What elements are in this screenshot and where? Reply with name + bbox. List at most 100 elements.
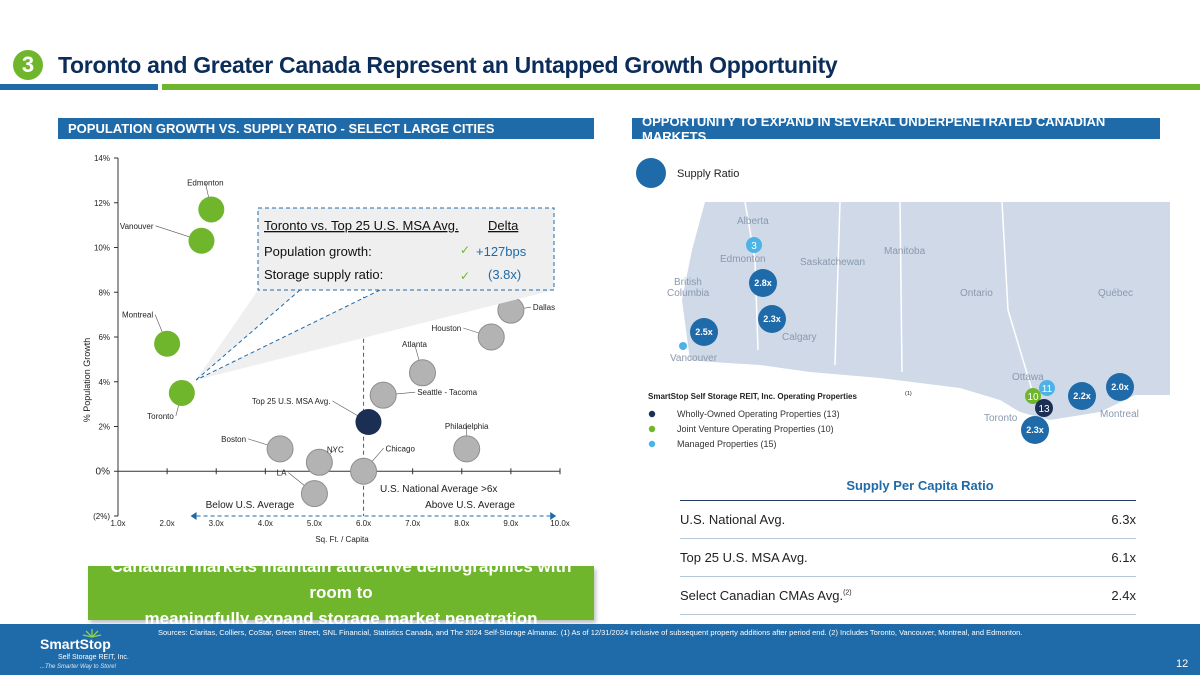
page-number: 12	[1176, 658, 1189, 670]
map-bubble-wholly-count	[1035, 399, 1053, 417]
svg-text:10: 10	[1027, 392, 1039, 403]
map-bubble-managed-count	[1039, 380, 1055, 396]
x-tick-label: 5.0x	[307, 519, 322, 528]
callout-row1-value: +127bps	[476, 244, 527, 259]
callout-header-left: Toronto vs. Top 25 U.S. MSA Avg.	[264, 218, 459, 233]
data-point	[305, 448, 333, 476]
above-average-label: Above U.S. Average	[425, 500, 515, 511]
x-axis-label: Sq. Ft. / Capita	[315, 535, 369, 544]
map-bubble-jv-count	[1025, 388, 1041, 404]
legend-managed-dot	[648, 440, 656, 448]
city-montreal: Montreal	[1100, 409, 1139, 420]
data-point-label: Seattle - Tacoma	[417, 388, 477, 397]
chart-labels: Edmonton Vanouver Montreal Toronto Dallas Hou…	[120, 178, 555, 477]
data-point	[188, 227, 215, 254]
check-icon: ✓	[460, 243, 470, 257]
data-point-label: Houston	[431, 324, 461, 333]
scatter-chart: (2%) 0% 2% 4% 6% 8% 10% 12% 14% 1.0x 2.0x 3.0x 4.0x 5…	[82, 154, 570, 544]
y-axis-label: % Population Growth	[82, 338, 92, 423]
right-section-heading: OPPORTUNITY TO EXPAND IN SEVERAL UNDERPE…	[632, 114, 1160, 144]
x-tick-label: 4.0x	[258, 519, 273, 528]
map-legend-title: SmartStop Self Storage REIT, Inc. Operat…	[648, 392, 857, 401]
data-point-label: Atlanta	[402, 340, 427, 349]
table-row: Top 25 U.S. MSA Avg. 6.1x	[680, 539, 1136, 577]
callout-row2-label: Storage supply ratio:	[264, 267, 383, 282]
data-point-label: NYC	[327, 445, 344, 454]
svg-text:2.2x: 2.2x	[1073, 391, 1091, 401]
y-tick-label: 8%	[98, 288, 110, 297]
data-point	[300, 480, 328, 508]
data-point-label: LA	[277, 469, 287, 478]
x-tick-label: 2.0x	[160, 519, 175, 528]
region-quebec: Québec	[1098, 288, 1133, 299]
legend-jv-label: Joint Venture Operating Properties (10)	[677, 424, 834, 434]
map-bubble-ottawa	[1106, 373, 1134, 401]
city-toronto: Toronto	[984, 413, 1018, 424]
map-landmass	[682, 202, 1170, 420]
y-tick-label: 10%	[94, 244, 110, 253]
logo-name: SmartStop	[40, 636, 111, 652]
svg-text:2.5x: 2.5x	[695, 327, 713, 337]
canada-map: Supply Ratio Alberta Manitoba Saskatchew…	[636, 158, 1170, 449]
row-value: 2.4x	[1111, 588, 1136, 603]
data-point	[355, 409, 382, 436]
header-bar-green	[162, 84, 1200, 90]
supply-per-capita-title: Supply Per Capita Ratio	[846, 478, 994, 493]
map-bubble-edmonton	[749, 269, 777, 297]
data-point	[266, 435, 294, 463]
row-label: U.S. National Avg.	[680, 512, 786, 527]
header-bar-blue	[0, 84, 158, 90]
city-vancouver: Vancouver	[670, 353, 718, 364]
left-section-heading: POPULATION GROWTH VS. SUPPLY RATIO - SEL…	[58, 118, 594, 139]
x-tick-label: 1.0x	[110, 519, 125, 528]
page-title: Toronto and Greater Canada Represent an …	[58, 52, 838, 78]
arrow-left-icon	[190, 512, 197, 520]
supply-ratio-legend-label: Supply Ratio	[677, 168, 739, 180]
x-tick-label: 6.0x	[356, 519, 371, 528]
map-bubble-montreal	[1068, 382, 1096, 410]
highlight-line-1: Canadian markets maintain attractive dem…	[110, 557, 572, 602]
y-tick-label: 0%	[96, 466, 111, 477]
data-point	[198, 196, 225, 223]
region-columbia: Columbia	[667, 288, 710, 299]
y-tick-label: 14%	[94, 154, 110, 163]
x-tick-label: 8.0x	[454, 519, 469, 528]
data-point-label: Edmonton	[187, 178, 223, 187]
highlight-box: Canadian markets maintain attractive dem…	[88, 557, 594, 628]
check-icon: ✓	[460, 269, 470, 283]
map-bubble-toronto	[1021, 416, 1049, 444]
logo-sub: Self Storage REIT, Inc.	[58, 654, 129, 661]
map-bubble-calgary	[758, 305, 786, 333]
callout-pointer: Toronto vs. Top 25 U.S. MSA Avg. Delta P…	[195, 207, 555, 381]
table-row: U.S. National Avg. 6.3x	[680, 501, 1136, 539]
map-bubble-vancouver	[690, 318, 718, 346]
table-top-rule	[680, 500, 1136, 501]
legend-wholly-label: Wholly-Owned Operating Properties (13)	[677, 409, 840, 419]
data-point-label: Dallas	[533, 303, 555, 312]
svg-text:11: 11	[1042, 384, 1053, 395]
row-label: Top 25 U.S. MSA Avg.	[680, 550, 808, 565]
data-point	[350, 457, 378, 485]
data-point-label: Vanouver	[120, 222, 154, 231]
callout-header-right: Delta	[488, 218, 519, 233]
callout-row2-value: (3.8x)	[488, 267, 521, 282]
region-british: British	[674, 277, 702, 288]
legend-jv-dot	[648, 425, 656, 433]
data-point-label: Toronto	[147, 412, 174, 421]
region-manitoba: Manitoba	[884, 246, 926, 257]
y-tick-label: 2%	[98, 423, 110, 432]
chart-axes: (2%) 0% 2% 4% 6% 8% 10% 12% 14% 1.0x 2.0x 3.0x 4.0x 5…	[93, 154, 570, 528]
svg-text:13: 13	[1038, 404, 1050, 415]
svg-text:2.3x: 2.3x	[1026, 425, 1044, 435]
data-point	[408, 359, 436, 387]
row-value: 6.3x	[1111, 512, 1136, 527]
map-legend-title-sup: (1)	[905, 391, 912, 397]
x-tick-label: 3.0x	[209, 519, 224, 528]
data-point-label: Boston	[221, 435, 246, 444]
data-point	[369, 381, 397, 409]
city-calgary: Calgary	[782, 332, 816, 343]
data-point-label: Montreal	[122, 311, 153, 320]
data-point	[453, 435, 481, 463]
region-saskatchewan: Saskatchewan	[800, 257, 865, 268]
footer-bar	[0, 624, 1200, 675]
